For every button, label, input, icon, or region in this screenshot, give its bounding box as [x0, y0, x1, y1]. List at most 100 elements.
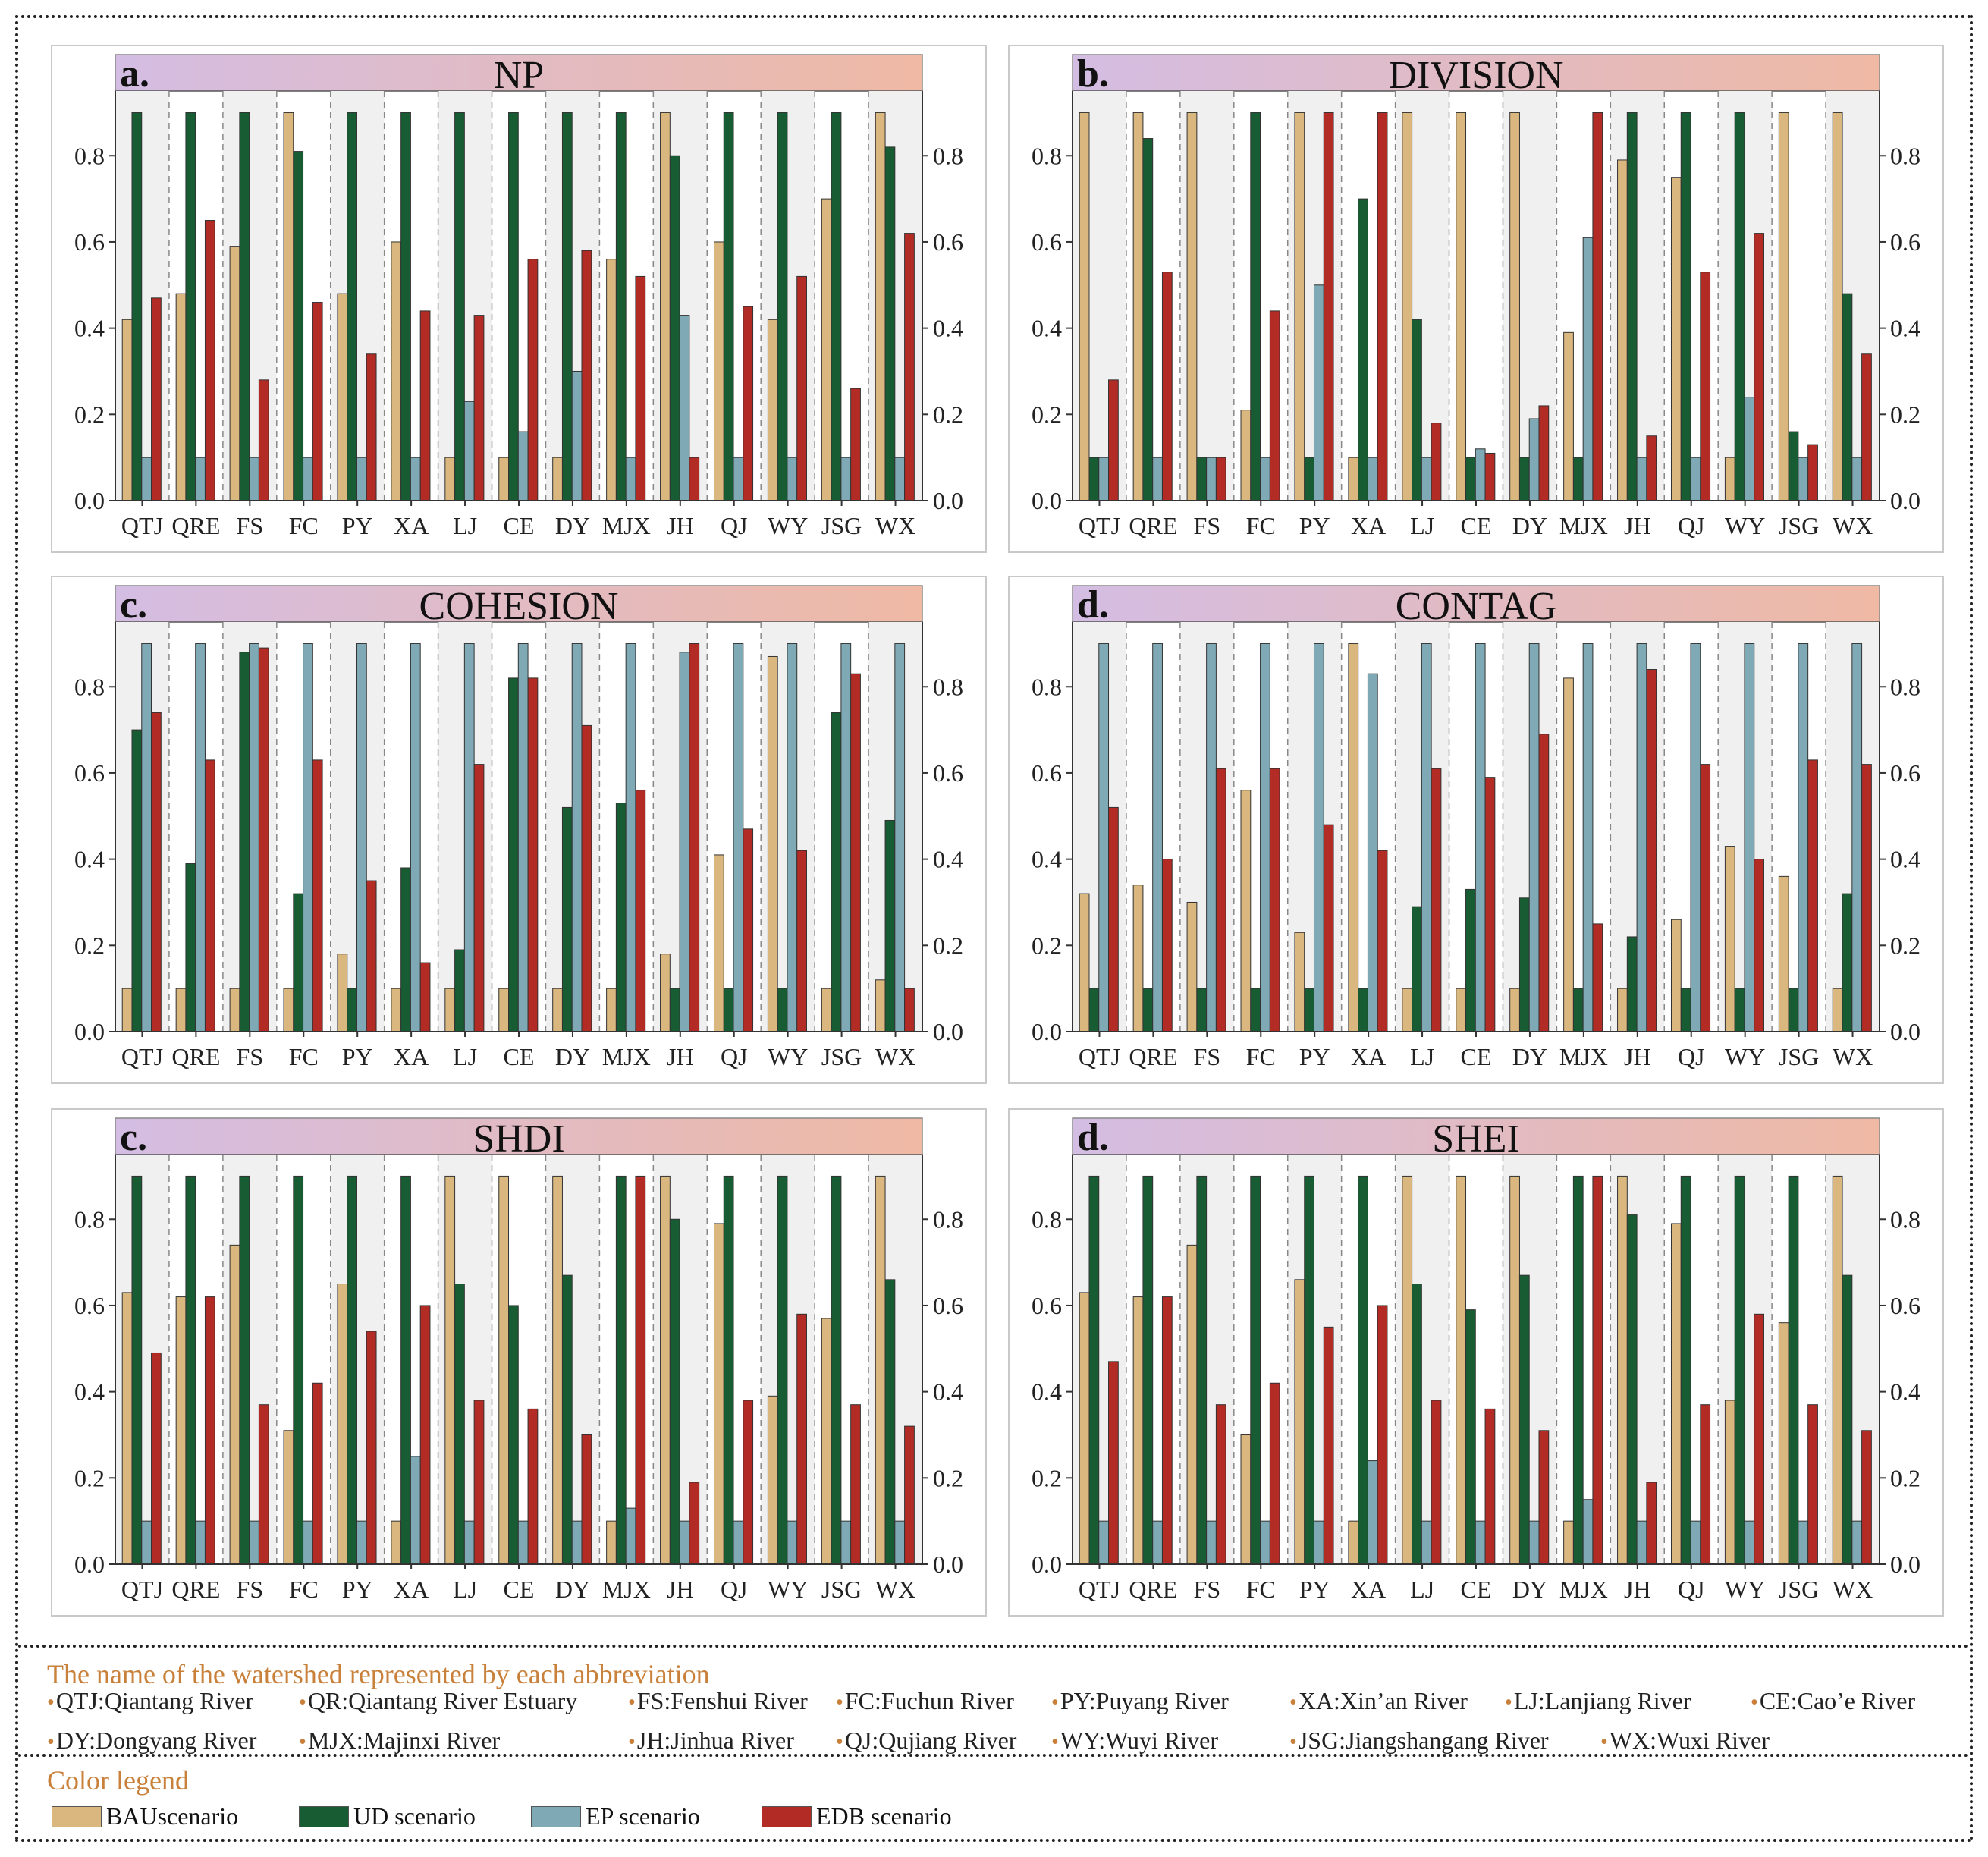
bar-ud-dy	[1518, 897, 1530, 1032]
legend-item: EDB scenario	[762, 1802, 952, 1830]
bar-ep-jsg	[840, 457, 852, 501]
bar-ep-mjx	[625, 1507, 636, 1565]
y-tick-label-left: 0.4	[1032, 315, 1062, 342]
bar-ud-lj	[454, 949, 465, 1032]
y-tick-label-left: 0.6	[74, 759, 105, 787]
bar-ud-wx	[1842, 893, 1853, 1032]
chart-panel-shdi: c. SHDI 0.0 0.0 0.2 0.2 0.4 0.4 0.6 0.6 0.8 0.8 QTJ Q…	[51, 1108, 987, 1617]
x-tick-label: JSG	[1779, 1043, 1819, 1070]
abbreviation-item: •CE:Cao’e River	[1751, 1687, 1915, 1715]
bar-edb-wy	[1754, 859, 1764, 1032]
bar-edb-lj	[473, 315, 485, 501]
x-tick-label: JSG	[821, 1576, 862, 1603]
bar-edb-mjx	[635, 275, 646, 501]
bar-ep-mjx	[1582, 643, 1594, 1032]
panel-title: DIVISION	[1388, 54, 1563, 97]
legend-swatch	[299, 1805, 349, 1827]
bar-ep-ce	[1475, 643, 1486, 1032]
bar-bau-ce	[1456, 1175, 1467, 1565]
y-tick-label-right: 0.6	[1890, 228, 1920, 256]
bar-bau-jh	[1617, 159, 1628, 501]
y-tick-label-left: 0.8	[1032, 1205, 1062, 1233]
y-tick-label-left: 0.4	[74, 315, 105, 342]
bar-ep-qj	[733, 457, 744, 501]
abbreviation-text: QJ:Qujiang River	[844, 1727, 1017, 1754]
bar-edb-fs	[1215, 768, 1226, 1032]
bar-bau-jsg	[1778, 1322, 1789, 1565]
bar-ep-qre	[195, 1520, 206, 1565]
y-tick-label-left: 0.0	[1032, 1018, 1062, 1045]
abbreviation-item: •QTJ:Qiantang River	[47, 1687, 253, 1715]
bar-ep-lj	[463, 643, 475, 1032]
bar-ud-qre	[185, 1175, 196, 1565]
bar-bau-py	[1294, 1279, 1305, 1565]
abbreviation-item: •WX:Wuxi River	[1600, 1727, 1770, 1755]
x-tick-label: MJX	[1559, 1043, 1608, 1070]
bar-edb-dy	[581, 250, 592, 501]
bar-ep-py	[356, 643, 367, 1032]
bar-bau-qre	[1132, 1296, 1144, 1565]
bar-ud-lj	[1412, 1284, 1422, 1565]
bar-ep-fc	[1260, 643, 1270, 1032]
bar-ep-jsg	[1798, 457, 1809, 501]
x-tick-label: JH	[667, 1576, 694, 1603]
bar-ep-wy	[1744, 1520, 1755, 1565]
abbreviation-text: FS:Fenshui River	[636, 1687, 808, 1714]
bar-edb-fc	[1269, 768, 1280, 1032]
bar-ud-mjx	[615, 1175, 627, 1565]
y-tick-label-right: 0.0	[933, 1551, 963, 1578]
bar-edb-jh	[1646, 1482, 1657, 1565]
bar-bau-xa	[1348, 1520, 1359, 1565]
y-tick-label-left: 0.2	[1032, 401, 1062, 428]
x-tick-label: DY	[555, 1043, 590, 1070]
abbreviation-text: QR:Qiantang River Estuary	[307, 1687, 578, 1714]
bar-ud-fs	[239, 112, 250, 501]
abbreviation-item: •WY:Wuyi River	[1051, 1727, 1218, 1755]
bar-ep-fs	[1206, 1520, 1217, 1565]
bar-ep-dy	[571, 643, 583, 1032]
bar-bau-fc	[1240, 790, 1252, 1032]
bar-edb-jsg	[1807, 444, 1818, 501]
y-tick-label-right: 0.8	[1890, 1205, 1920, 1233]
x-tick-label: CE	[1461, 512, 1492, 539]
abbreviation-item: •LJ:Lanjiang River	[1505, 1687, 1691, 1715]
chart-panel-shei: d. SHEI 0.0 0.0 0.2 0.2 0.4 0.4 0.6 0.6 0.8 0.8 QTJ Q…	[1008, 1108, 1944, 1617]
bar-edb-fs	[258, 1404, 269, 1565]
bar-bau-qj	[1670, 177, 1682, 501]
y-tick-label-left: 0.4	[1032, 846, 1062, 873]
bar-edb-qre	[204, 759, 215, 1032]
x-tick-label: LJ	[1410, 512, 1434, 539]
bar-ep-ce	[1475, 448, 1486, 501]
x-tick-label: QTJ	[1079, 1576, 1120, 1603]
abbreviation-text: CE:Cao’e River	[1759, 1687, 1916, 1714]
bar-ud-ce	[1465, 888, 1476, 1032]
bullet-dot-icon: •	[299, 1730, 306, 1754]
x-tick-label: QTJ	[121, 512, 163, 539]
abbreviation-item: •DY:Dongyang River	[47, 1727, 256, 1755]
bar-ud-fc	[1250, 1175, 1261, 1565]
bar-bau-qre	[175, 1296, 187, 1565]
bar-bau-mjx	[1563, 331, 1574, 501]
x-tick-label: FC	[1246, 1576, 1276, 1603]
bar-ud-mjx	[1572, 1175, 1584, 1565]
bar-bau-jh	[1617, 988, 1628, 1032]
bar-ud-ce	[508, 1305, 519, 1565]
bar-ep-mjx	[1582, 237, 1594, 501]
abbreviation-text: MJX:Majinxi River	[307, 1727, 501, 1754]
x-tick-label: XA	[394, 1576, 429, 1603]
x-tick-label: QRE	[1129, 1576, 1177, 1603]
bar-edb-ce	[527, 259, 539, 501]
bar-ud-jh	[1626, 936, 1638, 1032]
bar-ud-lj	[454, 112, 465, 501]
bar-ud-lj	[1412, 319, 1422, 501]
bar-ep-dy	[1528, 1520, 1540, 1565]
bar-ud-qj	[723, 112, 734, 501]
bar-edb-qtj	[151, 297, 162, 501]
legend-item: BAUscenario	[52, 1802, 238, 1830]
x-tick-label: QTJ	[1079, 1043, 1120, 1070]
bar-edb-qtj	[151, 1352, 162, 1565]
abbreviation-section: The name of the watershed represented by…	[18, 1645, 1970, 1754]
bar-ud-qj	[1680, 1175, 1691, 1565]
bar-edb-ce	[1484, 452, 1496, 501]
bar-ud-fc	[293, 1175, 304, 1565]
